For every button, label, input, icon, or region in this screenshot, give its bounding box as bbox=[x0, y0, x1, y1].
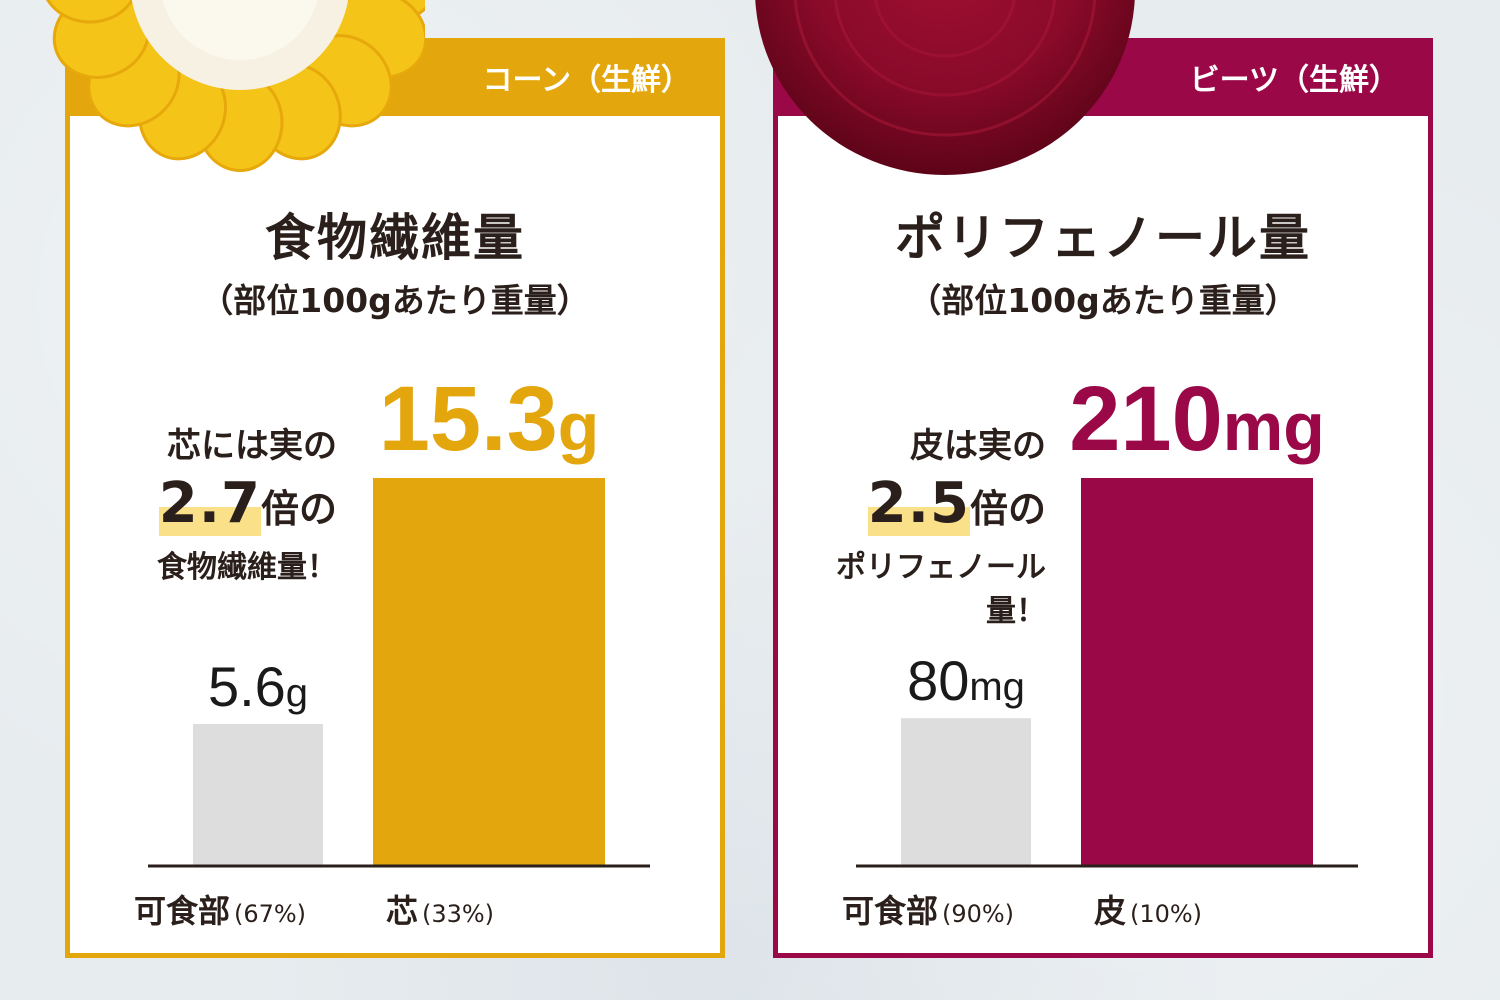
x-tick-label: 可食部 (90%) bbox=[842, 892, 1014, 930]
multiplier-value: 2.7 bbox=[158, 471, 261, 536]
bar-highlight-part bbox=[1081, 478, 1313, 866]
beet-panel: ビーツ（生鮮） ポリフェノール量 （部位100gあたり重量） 皮は実の 2.5倍… bbox=[773, 38, 1433, 958]
multiplier-callout: 皮は実の 2.5倍の ポリフェノール量！ bbox=[778, 418, 1046, 630]
bar-chart: 80mg 210mg 可食部 (90%) 皮 (10%) bbox=[842, 368, 1358, 930]
multiplier-value: 2.5 bbox=[867, 471, 970, 536]
value-label-big: 15.3g bbox=[379, 368, 600, 470]
beet-slice-image bbox=[755, 0, 1135, 175]
corn-panel: コーン（生鮮） 食物繊維量 （部位100gあたり重量） 芯には実の 2.7倍の … bbox=[65, 38, 725, 958]
chart-subtitle: （部位100gあたり重量） bbox=[200, 281, 590, 320]
chart-title: ポリフェノール量 bbox=[895, 209, 1311, 267]
corn-slice-image bbox=[40, 0, 425, 172]
corn-kernel bbox=[40, 0, 140, 24]
bar-edible-part bbox=[901, 718, 1031, 866]
bar-edible-part bbox=[193, 723, 323, 866]
chart-title: 食物繊維量 bbox=[265, 209, 525, 267]
x-tick-label: 芯 (33%) bbox=[386, 892, 494, 930]
callout-line1: 皮は実の bbox=[910, 426, 1046, 466]
x-tick-label: 皮 (10%) bbox=[1094, 892, 1202, 930]
multiplier-suffix: 倍の bbox=[260, 487, 337, 531]
callout-line3: 食物繊維量！ bbox=[157, 550, 337, 585]
callout-line3: ポリフェノール量！ bbox=[836, 550, 1046, 629]
multiplier-callout: 芯には実の 2.7倍の 食物繊維量！ bbox=[157, 418, 337, 586]
value-label-small: 80mg bbox=[907, 649, 1025, 712]
callout-line2: 2.5倍の bbox=[778, 471, 1046, 536]
multiplier-suffix: 倍の bbox=[969, 487, 1046, 531]
callout-line2: 2.7倍の bbox=[157, 471, 337, 536]
value-label-big: 210mg bbox=[1069, 368, 1325, 470]
panel-header-label: ビーツ（生鮮） bbox=[1189, 63, 1399, 98]
chart-subtitle: （部位100gあたり重量） bbox=[908, 281, 1298, 320]
x-tick-label: 可食部 (67%) bbox=[134, 892, 306, 930]
value-label-small: 5.6g bbox=[208, 655, 308, 718]
callout-line1: 芯には実の bbox=[167, 426, 337, 466]
bar-chart: 5.6g 15.3g 可食部 (67%) 芯 (33%) bbox=[134, 368, 650, 930]
bar-highlight-part bbox=[373, 478, 605, 866]
panel-header-label: コーン（生鮮） bbox=[482, 63, 692, 98]
